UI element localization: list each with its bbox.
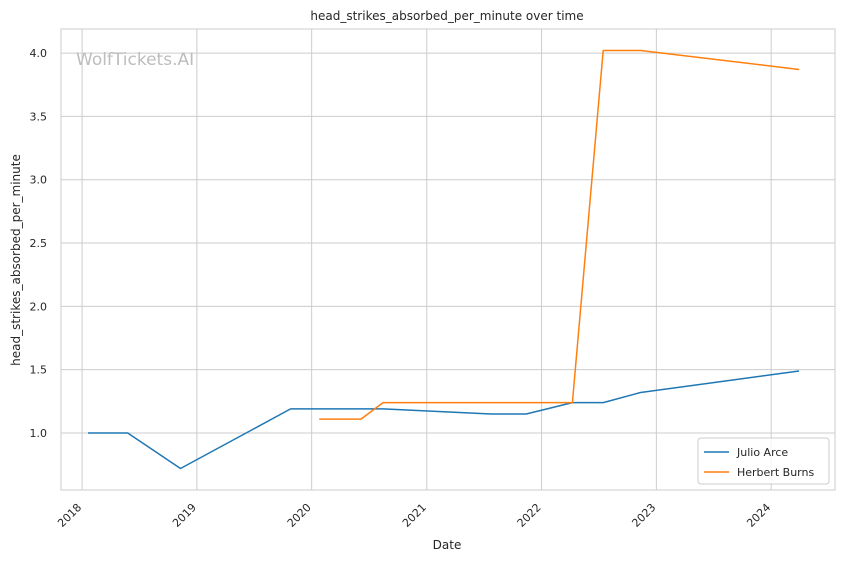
legend: Julio Arce Herbert Burns <box>697 437 830 485</box>
series-herbert-burns <box>319 49 800 420</box>
data-point-julio-arce <box>180 468 181 469</box>
watermark: WolfTickets.AI <box>76 50 194 70</box>
data-point-herbert-burns <box>319 419 320 420</box>
y-tick-label: 4.0 <box>30 47 48 60</box>
data-point-julio-arce <box>127 433 128 434</box>
data-point-julio-arce <box>640 392 641 393</box>
grid <box>61 29 835 490</box>
data-point-julio-arce <box>526 414 527 415</box>
data-point-herbert-burns <box>572 402 573 403</box>
data-point-herbert-burns <box>361 419 362 420</box>
y-tick-label: 2.0 <box>30 300 48 313</box>
data-point-julio-arce <box>290 408 291 409</box>
data-point-herbert-burns <box>603 50 604 51</box>
y-tick-label: 3.5 <box>30 110 48 123</box>
data-point-herbert-burns <box>640 50 641 51</box>
legend-box <box>697 437 830 485</box>
data-point-herbert-burns <box>799 69 800 70</box>
y-axis-title: head_strikes_absorbed_per_minute <box>9 154 23 366</box>
legend-label-herbert-burns: Herbert Burns <box>737 466 814 479</box>
plot-area-frame <box>60 28 836 491</box>
y-tick-label: 2.5 <box>30 237 48 250</box>
series-line-julio-arce <box>88 370 800 470</box>
y-axis-ticks: 1.0 1.5 2.0 2.5 3.0 3.5 4.0 <box>30 47 48 440</box>
data-point-julio-arce <box>490 414 491 415</box>
x-axis-title: Date <box>433 538 462 552</box>
y-tick-label: 1.0 <box>30 427 48 440</box>
data-point-julio-arce <box>799 370 800 371</box>
data-point-julio-arce <box>383 408 384 409</box>
data-point-julio-arce <box>88 433 89 434</box>
data-point-julio-arce <box>603 402 604 403</box>
legend-label-julio-arce: Julio Arce <box>736 446 788 459</box>
chart-title: head_strikes_absorbed_per_minute over ti… <box>310 9 583 23</box>
series-layer <box>88 49 800 470</box>
series-julio-arce <box>88 370 800 470</box>
data-point-herbert-burns <box>383 402 384 403</box>
series-line-herbert-burns <box>319 49 800 420</box>
y-tick-label: 1.5 <box>30 364 48 377</box>
y-tick-label: 3.0 <box>30 174 48 187</box>
